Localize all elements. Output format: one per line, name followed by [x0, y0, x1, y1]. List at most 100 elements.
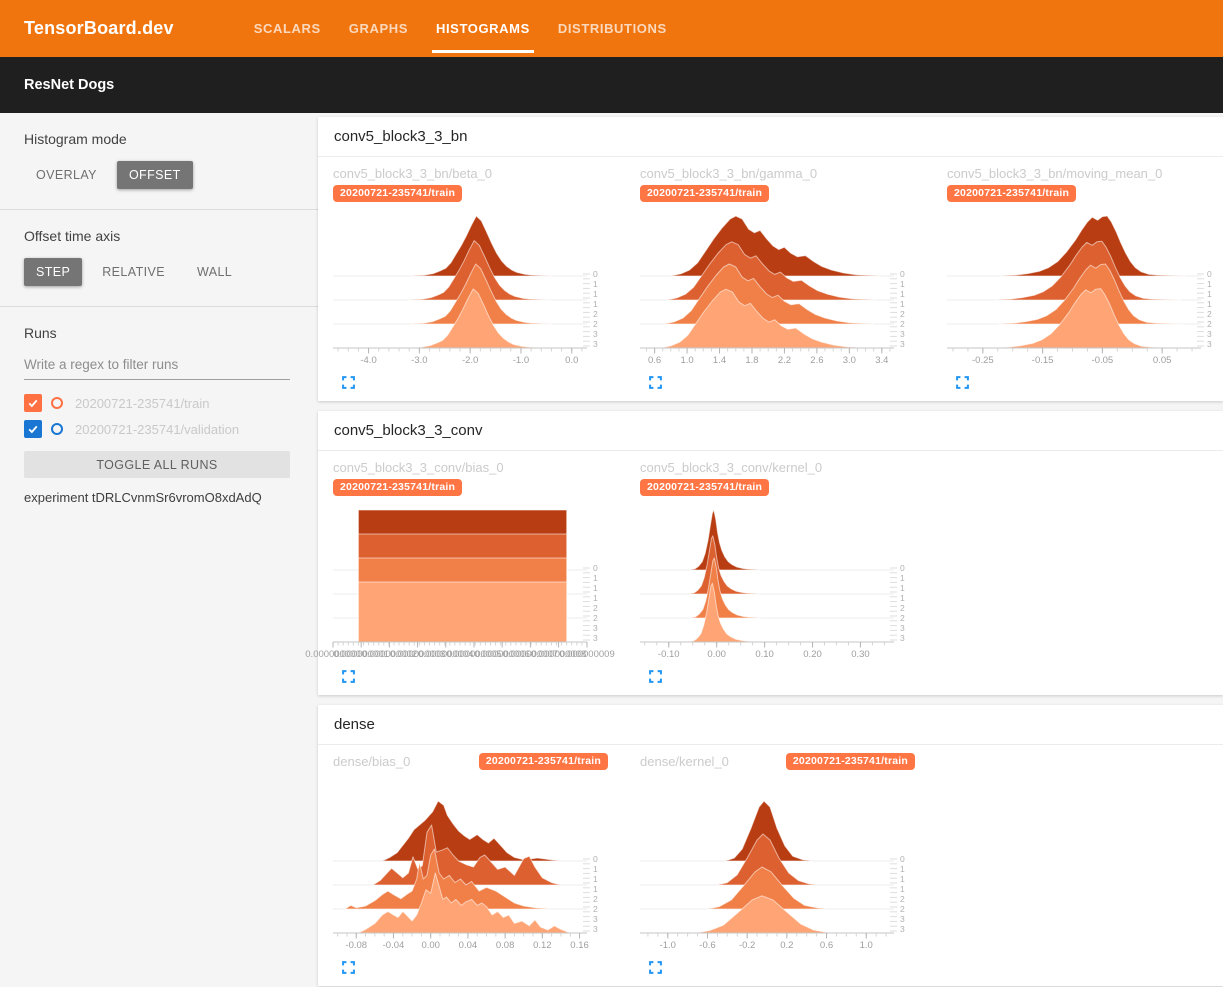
svg-text:1: 1 — [593, 573, 598, 583]
svg-text:0.2: 0.2 — [780, 940, 793, 951]
svg-text:0: 0 — [900, 854, 905, 864]
svg-text:2: 2 — [593, 319, 598, 329]
top-tabs: SCALARS GRAPHS HISTOGRAMS DISTRIBUTIONS — [240, 0, 681, 57]
chart-head: conv5_block3_3_bn/gamma_0 20200721-23574… — [640, 165, 915, 202]
svg-text:1: 1 — [900, 279, 905, 289]
tab-graphs[interactable]: GRAPHS — [348, 21, 408, 36]
svg-text:3: 3 — [593, 633, 598, 643]
fullscreen-icon — [342, 376, 355, 389]
relative-axis-button[interactable]: RELATIVE — [90, 258, 177, 286]
expand-chart-button[interactable] — [341, 669, 357, 685]
svg-text:1: 1 — [1207, 279, 1212, 289]
run-list: 20200721-235741/train 20200721-235741/val… — [24, 390, 294, 442]
experiment-id: experiment tDRLCvnmSr6vromO8xdAdQ — [24, 490, 262, 505]
offset-time-axis-section: Offset time axis STEP RELATIVE WALL — [0, 209, 318, 306]
run-isolator-circle[interactable] — [51, 397, 63, 409]
svg-text:-1.0: -1.0 — [660, 940, 676, 951]
runs-section: Runs 20200721-235741/train20200721-23574… — [0, 306, 318, 525]
svg-text:0: 0 — [900, 563, 905, 573]
run-isolator-circle[interactable] — [51, 423, 63, 435]
fullscreen-icon — [956, 376, 969, 389]
histogram-chart: conv5_block3_3_conv/bias_0 20200721-2357… — [305, 459, 615, 685]
svg-text:2: 2 — [593, 904, 598, 914]
svg-text:0.000000005: 0.000000005 — [446, 649, 501, 660]
fullscreen-icon — [342, 961, 355, 974]
svg-text:0.04: 0.04 — [459, 940, 478, 951]
svg-text:2: 2 — [900, 603, 905, 613]
tag-group-card: conv5_block3_3_conv conv5_block3_3_conv/… — [305, 411, 1223, 695]
svg-text:3: 3 — [593, 623, 598, 633]
tensorboard-logo[interactable]: TensorBoard.dev — [24, 18, 174, 38]
svg-text:1.0: 1.0 — [860, 940, 873, 951]
svg-text:1: 1 — [900, 289, 905, 299]
svg-text:-1.0: -1.0 — [513, 355, 529, 366]
svg-text:0: 0 — [900, 269, 905, 279]
svg-text:1.4: 1.4 — [713, 355, 726, 366]
svg-text:2: 2 — [593, 894, 598, 904]
toggle-all-runs-button[interactable]: TOGGLE ALL RUNS — [24, 451, 290, 478]
svg-text:0.16: 0.16 — [570, 940, 589, 951]
chart-head: conv5_block3_3_bn/beta_0 20200721-235741… — [333, 165, 608, 202]
tag-group-card: conv5_block3_3_bn conv5_block3_3_bn/beta… — [318, 117, 1223, 401]
svg-text:0.20: 0.20 — [803, 649, 822, 660]
svg-text:1: 1 — [1207, 289, 1212, 299]
expand-chart-button[interactable] — [648, 960, 664, 976]
svg-text:3: 3 — [593, 339, 598, 349]
run-row: 20200721-235741/validation — [24, 416, 294, 442]
tab-histograms[interactable]: HISTOGRAMS — [422, 0, 544, 57]
chart-title: conv5_block3_3_bn/moving_mean_0 — [947, 166, 1163, 181]
ridgeline-plot[interactable]: 0.0000000000.0000000010.0000000020.00000… — [305, 496, 615, 664]
histograms-dashboard: conv5_block3_3_bn conv5_block3_3_bn/beta… — [305, 113, 1223, 987]
run-filter-input[interactable] — [24, 355, 290, 380]
experiment-title-bar: ResNet Dogs — [0, 57, 1223, 113]
fullscreen-icon — [649, 961, 662, 974]
svg-text:3: 3 — [593, 924, 598, 934]
svg-text:1.8: 1.8 — [745, 355, 758, 366]
svg-text:1: 1 — [593, 289, 598, 299]
svg-text:1: 1 — [1207, 299, 1212, 309]
wall-axis-button[interactable]: WALL — [185, 258, 244, 286]
tab-scalars[interactable]: SCALARS — [253, 21, 321, 36]
tab-distributions[interactable]: DISTRIBUTIONS — [557, 21, 667, 36]
svg-text:0.000000006: 0.000000006 — [474, 649, 529, 660]
expand-chart-button[interactable] — [341, 375, 357, 391]
expand-chart-button[interactable] — [341, 960, 357, 976]
histogram-chart: dense/bias_0 20200721-235741/train -0.08… — [333, 753, 608, 976]
svg-text:3: 3 — [593, 914, 598, 924]
expand-chart-button[interactable] — [955, 375, 971, 391]
svg-text:0.6: 0.6 — [648, 355, 661, 366]
offset-mode-button[interactable]: OFFSET — [116, 161, 193, 189]
sidebar: Histogram mode OVERLAY OFFSET Offset tim… — [0, 113, 318, 987]
overlay-mode-button[interactable]: OVERLAY — [24, 161, 109, 189]
expand-chart-button[interactable] — [648, 669, 664, 685]
svg-text:0.000000008: 0.000000008 — [531, 649, 586, 660]
svg-text:2: 2 — [593, 603, 598, 613]
svg-text:0.000000003: 0.000000003 — [390, 649, 445, 660]
expand-chart-button[interactable] — [648, 375, 664, 391]
svg-text:0.000000007: 0.000000007 — [503, 649, 558, 660]
chart-row: conv5_block3_3_conv/bias_0 20200721-2357… — [305, 451, 1223, 695]
svg-text:0: 0 — [593, 269, 598, 279]
svg-text:1: 1 — [900, 884, 905, 894]
run-checkbox-checked-icon[interactable] — [24, 420, 42, 438]
tag-group-title: conv5_block3_3_bn — [318, 117, 1223, 157]
run-badge: 20200721-235741/train — [640, 185, 770, 202]
svg-text:1.0: 1.0 — [680, 355, 693, 366]
step-axis-button[interactable]: STEP — [24, 258, 83, 286]
run-checkbox-checked-icon[interactable] — [24, 394, 42, 412]
svg-text:1: 1 — [593, 583, 598, 593]
runs-label: Runs — [24, 325, 57, 341]
histogram-chart: conv5_block3_3_bn/moving_mean_0 20200721… — [947, 165, 1222, 391]
svg-text:-3.0: -3.0 — [411, 355, 427, 366]
run-badge: 20200721-235741/train — [640, 479, 770, 496]
svg-text:0.10: 0.10 — [755, 649, 774, 660]
svg-text:3: 3 — [900, 633, 905, 643]
svg-text:0.000000009: 0.000000009 — [559, 649, 614, 660]
svg-text:1: 1 — [593, 874, 598, 884]
